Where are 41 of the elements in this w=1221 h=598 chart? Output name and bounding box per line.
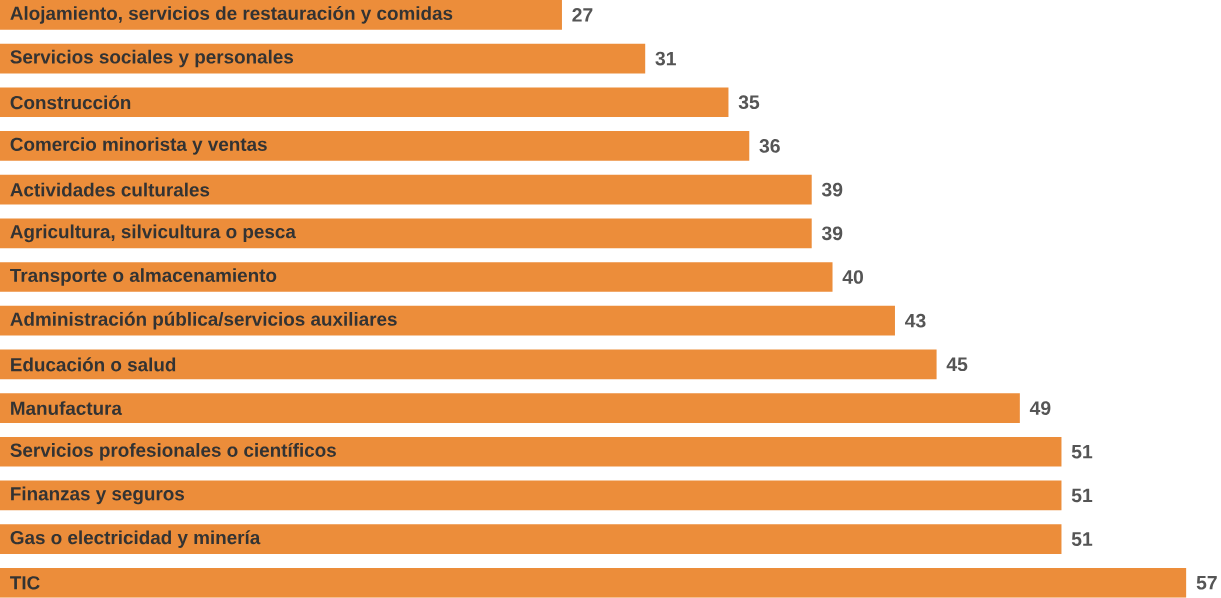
y-tick-label: TIC [10, 576, 40, 590]
bar [0, 305, 895, 336]
bar [0, 524, 1062, 555]
y-tick-label: Educación o salud [11, 357, 176, 372]
y-tick-label: Manufactura [11, 401, 123, 416]
data-label: 35 [738, 95, 760, 110]
y-tick-label: Servicios sociales y personales [10, 49, 294, 68]
data-label: 51 [1071, 532, 1093, 547]
data-label: 36 [759, 139, 780, 153]
bar [0, 131, 750, 161]
bar [0, 349, 937, 380]
y-tick-label: Actividades culturales [10, 182, 210, 197]
data-label: 27 [572, 8, 593, 22]
bar [0, 174, 812, 205]
data-label: 43 [904, 313, 926, 328]
data-label: 49 [1029, 401, 1051, 416]
bar [0, 437, 1062, 467]
data-label: 57 [1196, 576, 1217, 590]
y-tick-label: Agricultura, silvicultura o pesca [10, 224, 296, 243]
y-tick-label: Finanzas y seguros [11, 486, 185, 505]
y-tick-label: Alojamiento, servicios de restauración y comidas [10, 6, 453, 24]
y-tick-label: Administración pública/servicios auxiliares [10, 311, 397, 330]
bar [0, 87, 729, 118]
bar [0, 480, 1062, 511]
y-tick-label: Construcción [10, 95, 131, 110]
data-label: 39 [821, 226, 843, 241]
data-label: 51 [1071, 488, 1093, 503]
bar [0, 262, 833, 293]
bar [0, 568, 1187, 598]
y-tick-label: Comercio minorista y ventas [10, 137, 267, 155]
data-label: 51 [1071, 445, 1093, 459]
data-label: 40 [842, 270, 863, 285]
data-label: 31 [655, 51, 676, 66]
bar [0, 393, 1020, 424]
data-label: 39 [821, 182, 843, 197]
y-tick-label: Gas o electricidad y minería [10, 530, 261, 549]
y-tick-label: Transporte o almacenamiento [10, 268, 277, 286]
bar [0, 43, 646, 74]
data-label: 45 [946, 357, 968, 372]
y-tick-label: Servicios profesionales o científicos [10, 443, 336, 461]
bar [0, 218, 812, 249]
